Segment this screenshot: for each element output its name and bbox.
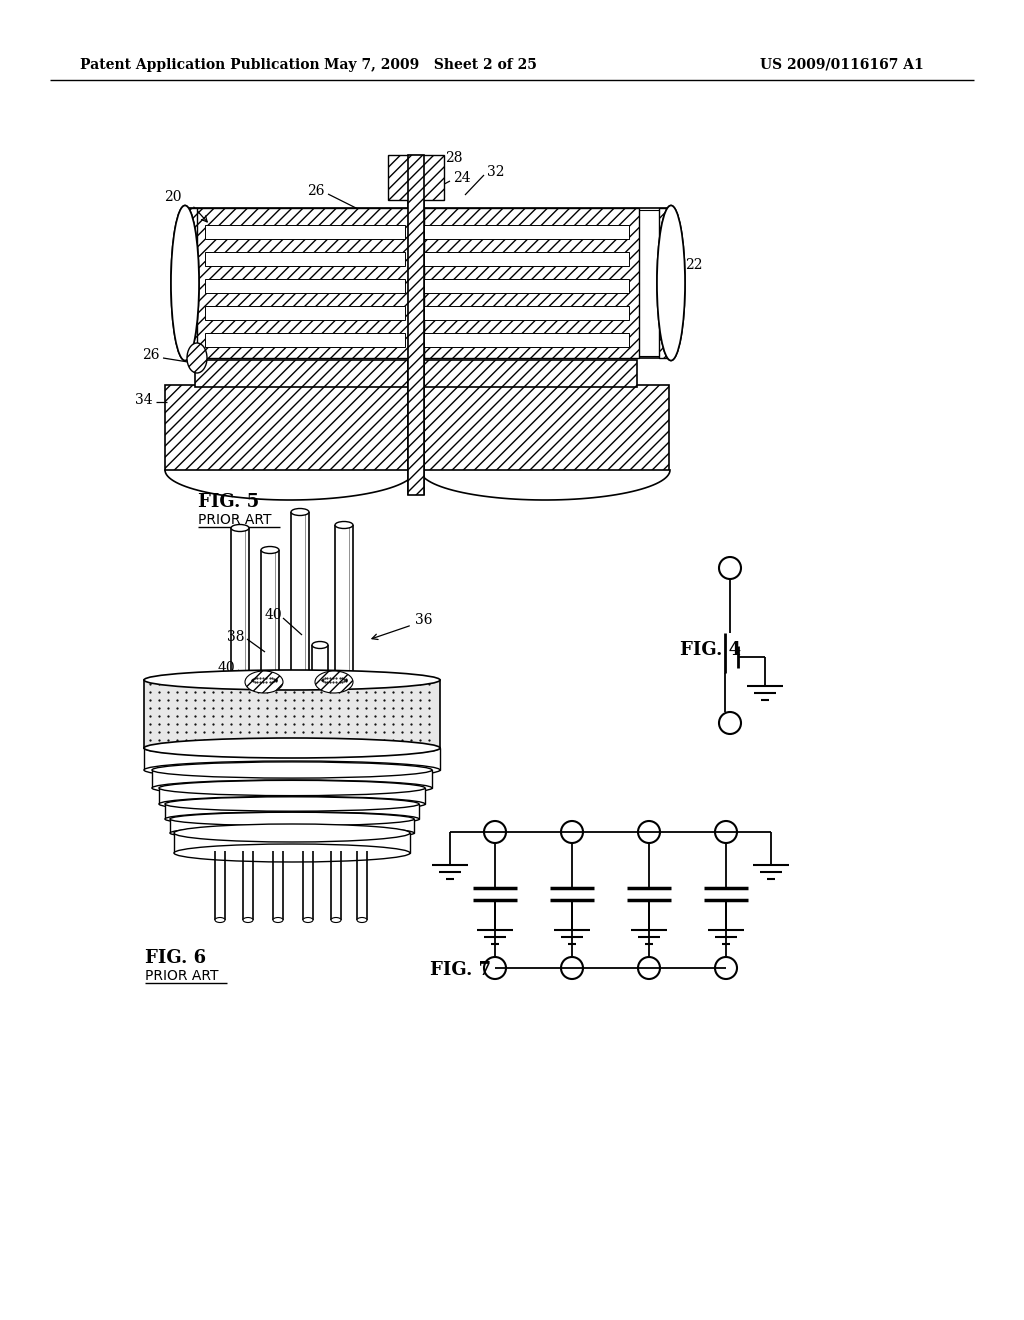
Bar: [159, 788, 425, 804]
Ellipse shape: [170, 826, 414, 840]
Bar: [165, 804, 419, 818]
Bar: [205, 306, 406, 319]
Bar: [205, 279, 406, 293]
Ellipse shape: [231, 524, 249, 532]
Ellipse shape: [144, 671, 440, 690]
Bar: [408, 154, 424, 495]
Ellipse shape: [144, 739, 440, 756]
Ellipse shape: [657, 206, 685, 360]
Ellipse shape: [165, 812, 419, 826]
Ellipse shape: [291, 508, 309, 516]
Ellipse shape: [657, 206, 685, 360]
Ellipse shape: [335, 521, 353, 528]
Bar: [424, 333, 629, 347]
Text: Patent Application Publication: Patent Application Publication: [80, 58, 319, 73]
Bar: [424, 209, 639, 358]
Text: 38: 38: [227, 630, 245, 644]
Text: US 2009/0116167 A1: US 2009/0116167 A1: [760, 58, 924, 73]
Text: 32: 32: [487, 165, 505, 180]
Ellipse shape: [215, 917, 225, 923]
Ellipse shape: [152, 780, 432, 796]
Ellipse shape: [171, 206, 199, 360]
Ellipse shape: [357, 917, 367, 923]
Bar: [205, 252, 406, 267]
Bar: [144, 748, 440, 770]
Ellipse shape: [165, 797, 419, 812]
Ellipse shape: [187, 343, 207, 374]
Ellipse shape: [171, 206, 199, 360]
Text: 38': 38': [415, 704, 436, 717]
Text: 40: 40: [264, 609, 282, 622]
Bar: [424, 385, 669, 470]
Ellipse shape: [170, 812, 414, 826]
Bar: [205, 333, 406, 347]
Bar: [152, 770, 432, 788]
Ellipse shape: [159, 796, 425, 812]
Bar: [185, 209, 197, 358]
Bar: [195, 209, 408, 358]
Ellipse shape: [174, 843, 410, 862]
Ellipse shape: [159, 780, 425, 796]
Bar: [424, 252, 629, 267]
Bar: [424, 360, 637, 387]
Bar: [205, 224, 406, 239]
Bar: [424, 279, 629, 293]
Text: 40: 40: [217, 661, 234, 675]
Ellipse shape: [261, 546, 279, 553]
Text: 26: 26: [307, 183, 325, 198]
Ellipse shape: [245, 671, 283, 693]
Text: FIG. 4: FIG. 4: [680, 642, 741, 659]
Ellipse shape: [312, 642, 328, 648]
Text: 20: 20: [165, 190, 182, 205]
Text: 36: 36: [415, 612, 432, 627]
Ellipse shape: [144, 762, 440, 779]
Text: 34: 34: [135, 393, 153, 407]
Bar: [659, 209, 671, 358]
Ellipse shape: [331, 917, 341, 923]
Ellipse shape: [152, 762, 432, 777]
Text: FIG. 6: FIG. 6: [145, 949, 206, 968]
Bar: [170, 818, 414, 833]
Bar: [195, 360, 408, 387]
Ellipse shape: [315, 671, 353, 693]
Bar: [424, 306, 629, 319]
Bar: [388, 154, 444, 201]
Text: FIG. 7: FIG. 7: [430, 961, 492, 979]
Ellipse shape: [174, 824, 410, 842]
Ellipse shape: [273, 917, 283, 923]
Bar: [144, 680, 440, 748]
Bar: [165, 385, 413, 470]
Text: 28: 28: [445, 150, 463, 165]
Text: PRIOR ART: PRIOR ART: [145, 969, 218, 983]
Text: 26: 26: [142, 348, 160, 362]
Bar: [174, 833, 410, 853]
Bar: [424, 224, 629, 239]
Bar: [408, 210, 424, 358]
Text: PRIOR ART: PRIOR ART: [198, 513, 271, 527]
Text: FIG. 5: FIG. 5: [198, 492, 259, 511]
Text: May 7, 2009   Sheet 2 of 25: May 7, 2009 Sheet 2 of 25: [324, 58, 537, 73]
Ellipse shape: [303, 917, 313, 923]
Text: 42: 42: [415, 729, 432, 743]
Ellipse shape: [144, 738, 440, 758]
Text: 22: 22: [685, 257, 702, 272]
Ellipse shape: [243, 917, 253, 923]
Text: 24: 24: [453, 172, 471, 185]
